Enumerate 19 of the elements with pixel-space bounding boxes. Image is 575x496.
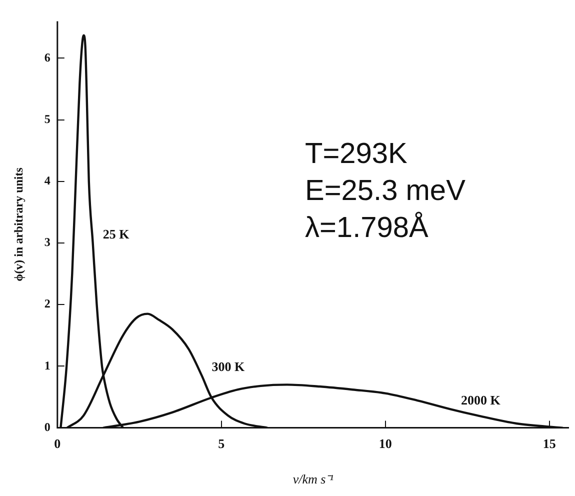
series-label: 2000 K [460,392,502,408]
x-tick-label: 0 [54,436,61,451]
x-axis-title: v/km s⁻¹ [292,472,334,487]
series-label: 300 K [212,358,246,374]
x-tick-label: 10 [378,436,392,451]
y-tick-label: 6 [44,50,50,64]
annotation: T=293K [305,137,408,172]
y-tick-label: 3 [44,235,50,250]
y-tick-label: 4 [44,173,50,188]
y-tick-label: 2 [44,296,50,311]
x-tick-label: 5 [218,436,226,451]
y-tick-label: 1 [44,358,50,372]
y-tick-label: 5 [44,112,50,126]
y-tick-label: 0 [44,420,50,434]
annotation: E=25.3 meV [305,174,466,209]
annotation: λ=1.798Å [305,210,430,246]
series-label: 25 K [102,226,130,242]
x-tick-label: 15 [542,436,556,451]
y-axis-title: ϕ(v) in arbitrary units [11,167,26,282]
